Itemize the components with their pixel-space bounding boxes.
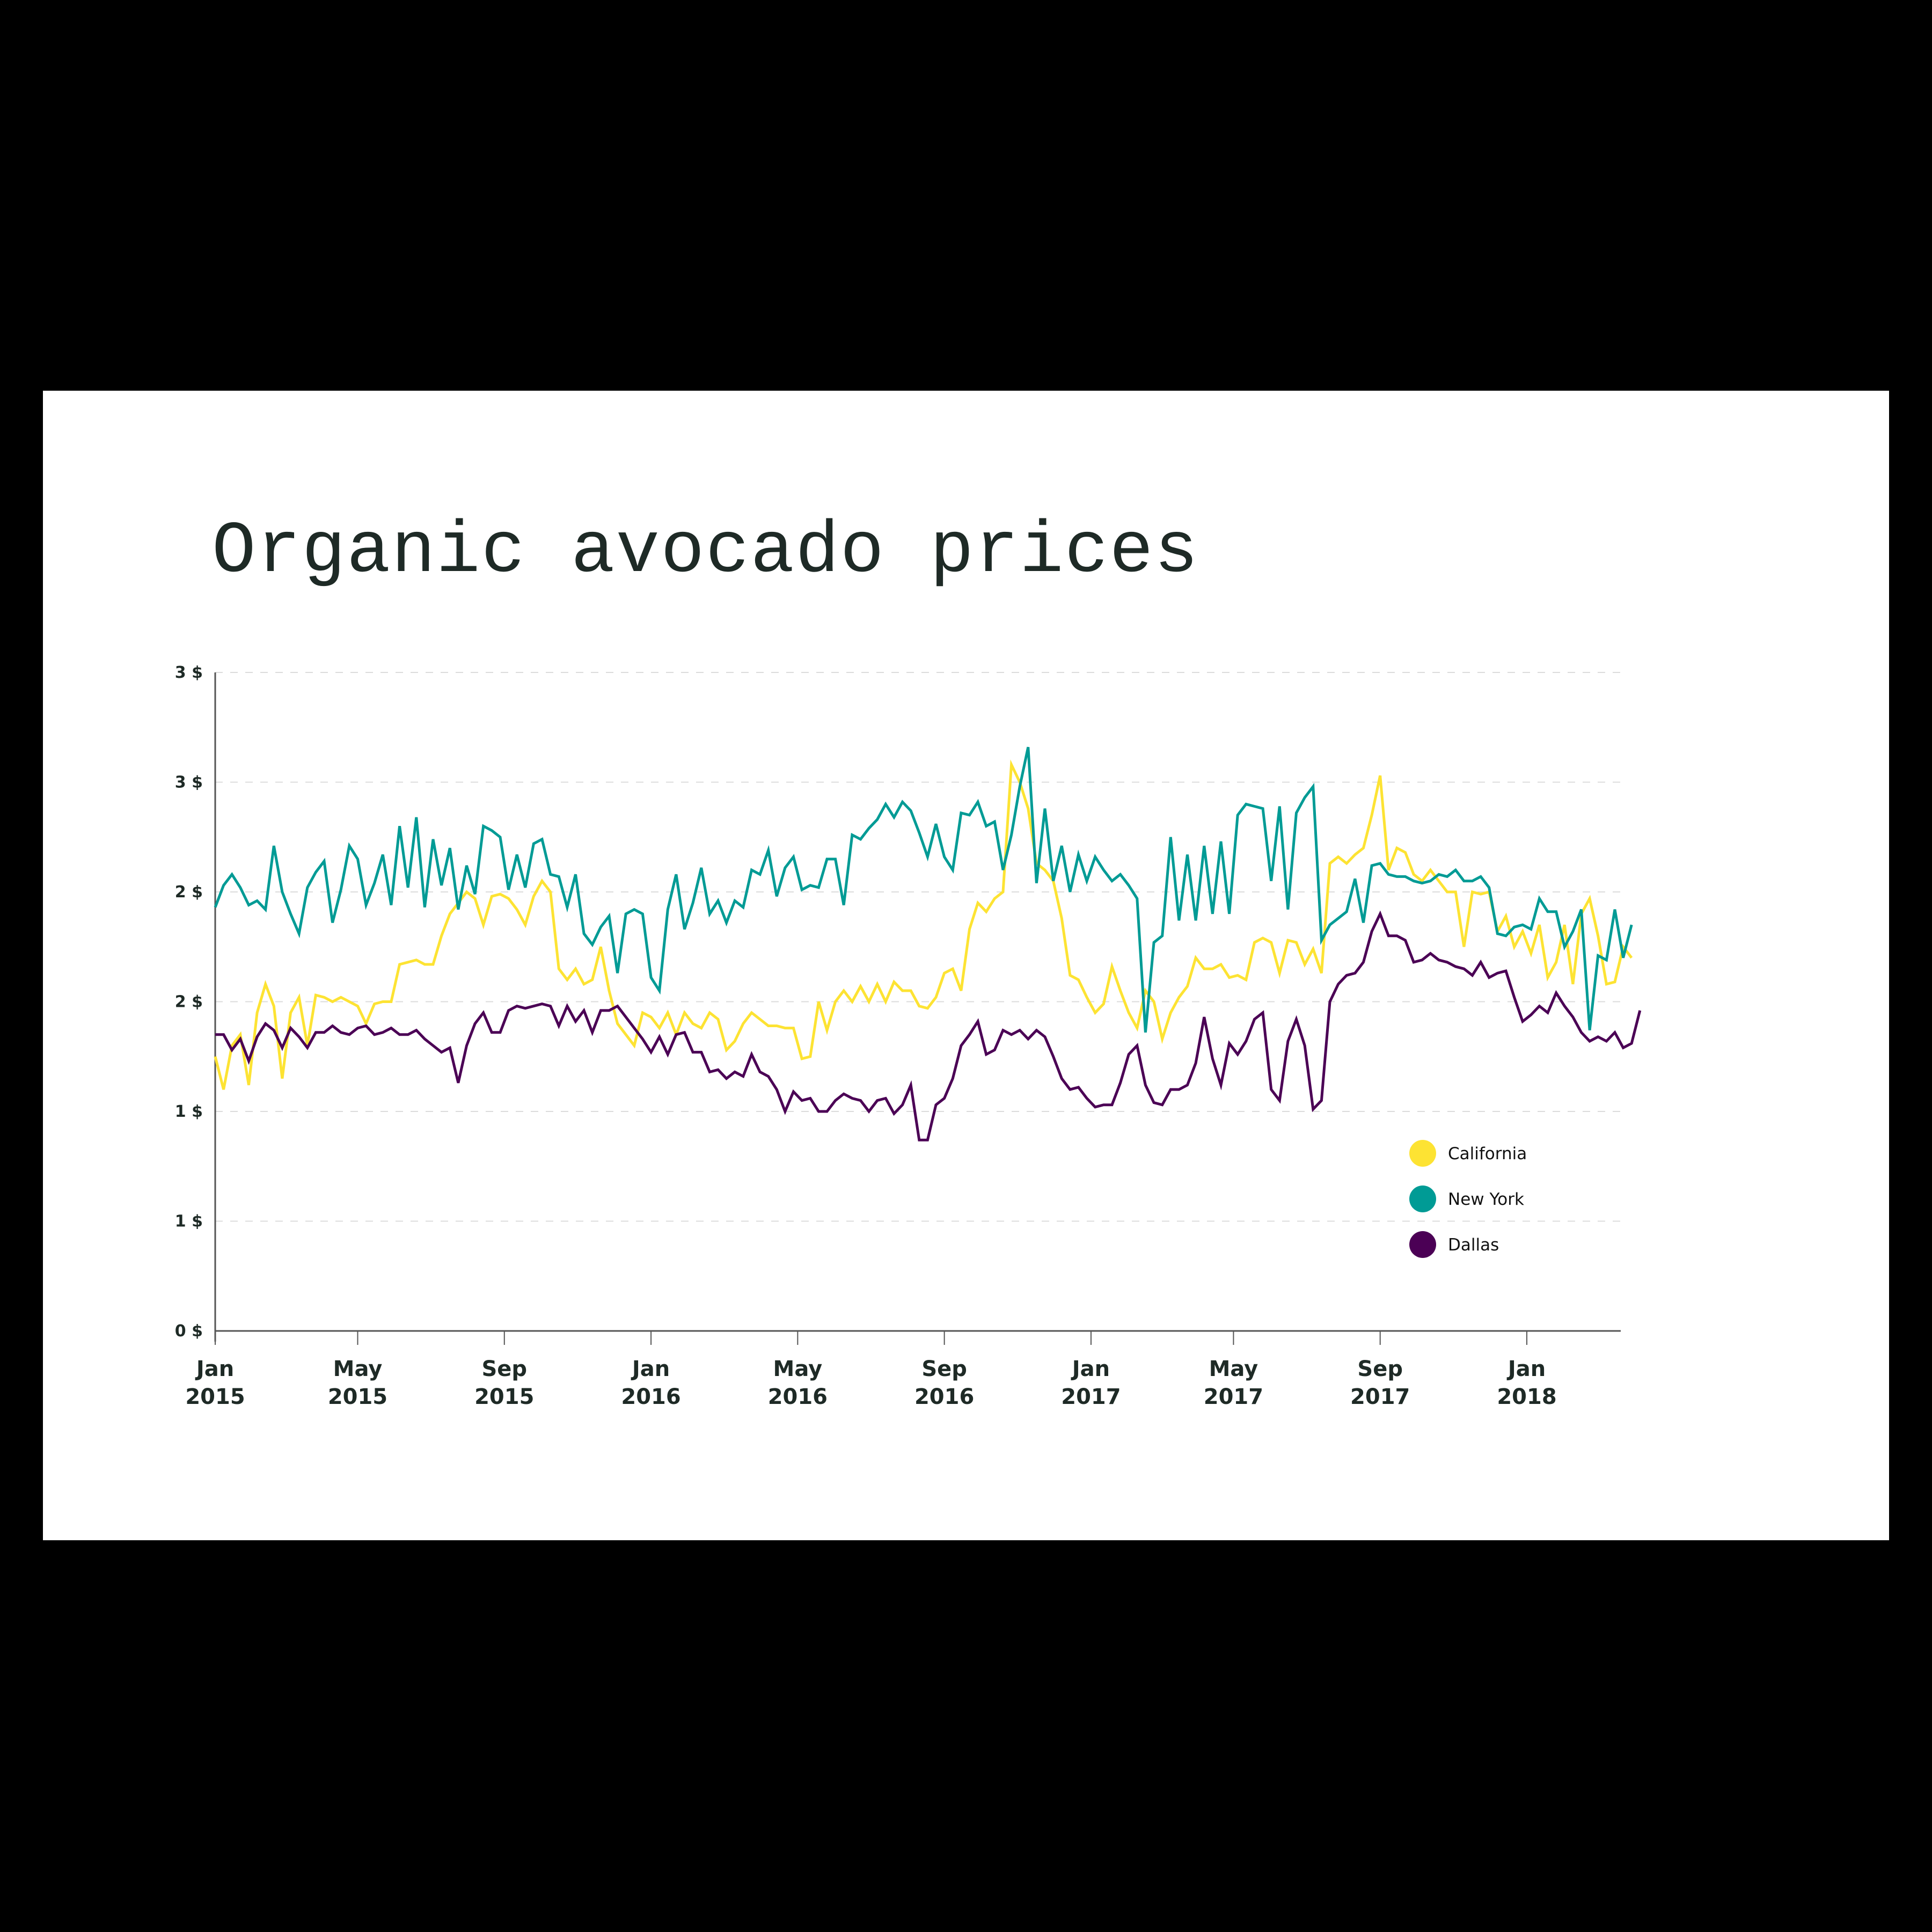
legend: California New York Dallas [1409, 1140, 1527, 1258]
x-tick-year: 2016 [768, 1385, 828, 1409]
legend-label: California [1448, 1144, 1527, 1163]
x-tick-month: Jan [1506, 1357, 1546, 1381]
x-tick-year: 2016 [914, 1385, 974, 1409]
legend-swatch-icon [1409, 1185, 1436, 1212]
x-tick-month: Sep [921, 1357, 967, 1381]
x-tick-month: Sep [481, 1357, 527, 1381]
x-tick-year: 2017 [1350, 1385, 1410, 1409]
x-tick-year: 2015 [474, 1385, 534, 1409]
series-lines [214, 747, 1642, 1141]
x-tick-year: 2017 [1061, 1385, 1121, 1409]
x-tick-year: 2017 [1204, 1385, 1263, 1409]
x-tick-month: May [773, 1357, 823, 1381]
chart-card [43, 391, 1889, 1540]
x-tick-month: Jan [631, 1357, 670, 1381]
y-tick-label: 3 $ [175, 663, 203, 682]
y-tick-label: 2 $ [175, 883, 203, 902]
y-tick-label: 0 $ [175, 1322, 203, 1341]
legend-swatch-icon [1409, 1140, 1436, 1167]
x-tick-month: May [1209, 1357, 1258, 1381]
x-tick-year: 2015 [185, 1385, 245, 1409]
y-axis: 0 $ 1 $ 1 $ 2 $ 2 $ 3 $ 3 $ [175, 663, 216, 1342]
series-line-dallas [215, 910, 1642, 1141]
x-tick-year: 2016 [621, 1385, 680, 1409]
y-tick-label: 1 $ [175, 1102, 203, 1121]
series-line-california [214, 759, 1633, 1090]
x-tick-year: 2015 [328, 1385, 387, 1409]
series-line-new-york [214, 747, 1633, 1033]
legend-swatch-icon [1409, 1231, 1436, 1258]
legend-label: New York [1448, 1190, 1524, 1209]
chart-title: Organic avocado prices [212, 510, 1199, 593]
y-tick-label: 2 $ [175, 993, 203, 1012]
x-axis: Jan 2015 May 2015 Sep 2015 Jan 2016 May 2016 Sep 20… [185, 1330, 1621, 1409]
y-tick-label: 3 $ [175, 773, 203, 792]
x-tick-year: 2018 [1497, 1385, 1556, 1409]
x-tick-month: May [333, 1357, 383, 1381]
legend-label: Dallas [1448, 1235, 1499, 1255]
x-tick-month: Jan [1071, 1357, 1110, 1381]
x-tick-month: Sep [1357, 1357, 1403, 1381]
x-tick-month: Jan [195, 1357, 234, 1381]
y-tick-label: 1 $ [175, 1212, 203, 1231]
